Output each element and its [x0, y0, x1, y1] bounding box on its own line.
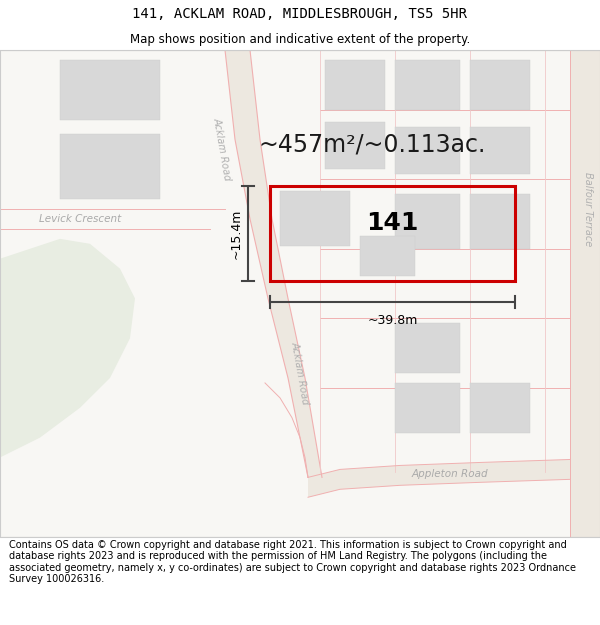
Text: Contains OS data © Crown copyright and database right 2021. This information is : Contains OS data © Crown copyright and d… — [9, 539, 576, 584]
Bar — [395, 383, 460, 432]
Text: Levick Crescent: Levick Crescent — [39, 214, 121, 224]
Bar — [60, 60, 160, 119]
Text: Appleton Road: Appleton Road — [412, 469, 488, 479]
Bar — [325, 60, 385, 109]
Text: Map shows position and indicative extent of the property.: Map shows position and indicative extent… — [130, 32, 470, 46]
Bar — [470, 383, 530, 432]
Polygon shape — [225, 50, 322, 478]
Bar — [60, 134, 160, 199]
Bar — [360, 236, 415, 276]
Bar — [470, 126, 530, 174]
Text: 141, ACKLAM ROAD, MIDDLESBROUGH, TS5 5HR: 141, ACKLAM ROAD, MIDDLESBROUGH, TS5 5HR — [133, 7, 467, 21]
Text: ~39.8m: ~39.8m — [367, 314, 418, 328]
Bar — [395, 323, 460, 373]
Bar — [280, 191, 350, 246]
Bar — [570, 50, 600, 537]
Bar — [325, 121, 385, 169]
Text: ~457m²/~0.113ac.: ~457m²/~0.113ac. — [259, 132, 486, 156]
Text: Acklam Road: Acklam Road — [212, 117, 232, 182]
Text: Balfour Terrace: Balfour Terrace — [583, 172, 593, 246]
Polygon shape — [308, 459, 570, 498]
Text: ~15.4m: ~15.4m — [230, 208, 243, 259]
Bar — [395, 126, 460, 174]
Bar — [395, 60, 460, 109]
Bar — [470, 60, 530, 109]
Text: 141: 141 — [367, 211, 419, 236]
Bar — [395, 194, 460, 249]
Text: Acklam Road: Acklam Road — [290, 341, 310, 406]
Bar — [270, 186, 515, 281]
Polygon shape — [0, 239, 135, 537]
Bar — [470, 194, 530, 249]
